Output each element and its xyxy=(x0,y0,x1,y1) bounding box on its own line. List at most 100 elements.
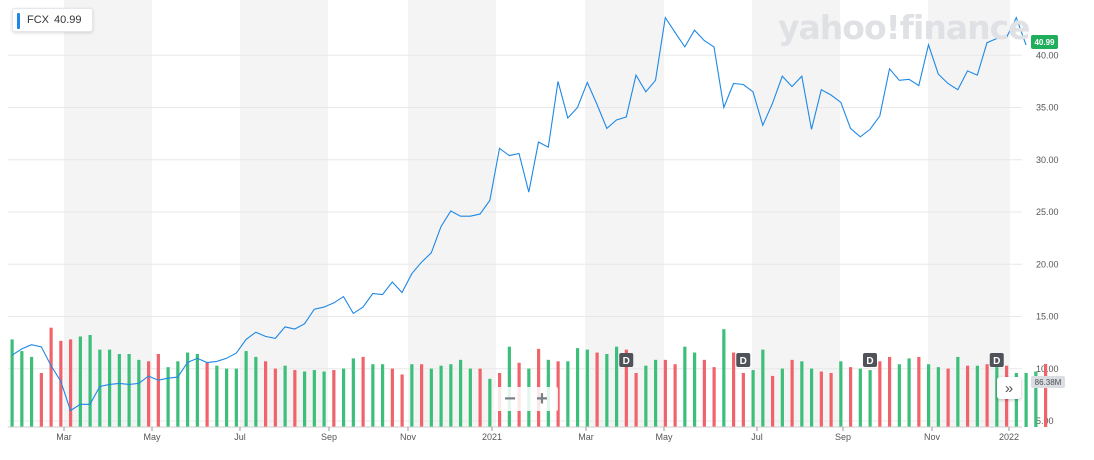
price-point[interactable] xyxy=(702,38,707,43)
price-point[interactable] xyxy=(253,330,258,335)
price-point[interactable] xyxy=(624,114,629,119)
price-point[interactable] xyxy=(302,321,307,326)
price-point[interactable] xyxy=(741,82,746,87)
zoom-in-button[interactable]: + xyxy=(536,388,548,410)
price-point[interactable] xyxy=(731,81,736,86)
price-point[interactable] xyxy=(205,360,210,365)
price-point[interactable] xyxy=(575,105,580,110)
price-point[interactable] xyxy=(39,344,44,349)
price-point[interactable] xyxy=(224,356,229,361)
price-point[interactable] xyxy=(370,291,375,296)
price-point[interactable] xyxy=(351,311,356,316)
price-point[interactable] xyxy=(653,78,658,83)
price-point[interactable] xyxy=(829,93,834,98)
price-point[interactable] xyxy=(19,346,24,351)
price-point[interactable] xyxy=(682,44,687,49)
price-point[interactable] xyxy=(214,359,219,364)
price-point[interactable] xyxy=(536,140,541,145)
price-point[interactable] xyxy=(156,378,161,383)
price-point[interactable] xyxy=(390,280,395,285)
price-point[interactable] xyxy=(322,305,327,310)
price-point[interactable] xyxy=(195,356,200,361)
price-point[interactable] xyxy=(29,342,34,347)
expand-button[interactable]: » xyxy=(997,377,1021,399)
dividend-marker[interactable] xyxy=(736,353,751,367)
price-point[interactable] xyxy=(663,15,668,20)
price-point[interactable] xyxy=(458,214,463,219)
price-point[interactable] xyxy=(604,126,609,131)
price-point[interactable] xyxy=(88,402,93,407)
price-point[interactable] xyxy=(400,290,405,295)
price-point[interactable] xyxy=(721,105,726,110)
legend-badge[interactable]: FCX 40.99 xyxy=(12,8,93,32)
price-point[interactable] xyxy=(790,84,795,89)
price-point[interactable] xyxy=(673,30,678,35)
price-point[interactable] xyxy=(497,146,502,151)
price-point[interactable] xyxy=(185,360,190,365)
price-point[interactable] xyxy=(234,351,239,356)
price-point[interactable] xyxy=(946,81,951,86)
price-point[interactable] xyxy=(146,374,151,379)
price-point[interactable] xyxy=(848,126,853,131)
price-point[interactable] xyxy=(166,376,171,381)
price-point[interactable] xyxy=(936,72,941,77)
price-point[interactable] xyxy=(955,87,960,92)
price-point[interactable] xyxy=(634,73,639,78)
price-point[interactable] xyxy=(97,384,102,389)
price-point[interactable] xyxy=(819,87,824,92)
price-point[interactable] xyxy=(419,260,424,265)
price-point[interactable] xyxy=(595,102,600,107)
zoom-out-button[interactable]: − xyxy=(504,388,516,410)
price-point[interactable] xyxy=(331,300,336,305)
price-point[interactable] xyxy=(907,77,912,82)
price-point[interactable] xyxy=(68,408,73,413)
price-point[interactable] xyxy=(361,305,366,310)
price-point[interactable] xyxy=(751,89,756,94)
price-point[interactable] xyxy=(487,198,492,203)
price-point[interactable] xyxy=(965,68,970,73)
price-point[interactable] xyxy=(136,381,141,386)
price-point[interactable] xyxy=(273,336,278,341)
price-point[interactable] xyxy=(838,100,843,105)
price-point[interactable] xyxy=(78,402,83,407)
price-point[interactable] xyxy=(770,101,775,106)
price-point[interactable] xyxy=(517,151,522,156)
price-point[interactable] xyxy=(10,353,15,358)
price-point[interactable] xyxy=(292,327,297,332)
dividend-marker[interactable] xyxy=(989,353,1004,367)
price-point[interactable] xyxy=(58,379,63,384)
price-point[interactable] xyxy=(468,214,473,219)
price-point[interactable] xyxy=(175,375,180,380)
price-point[interactable] xyxy=(244,337,249,342)
price-point[interactable] xyxy=(712,44,717,49)
price-point[interactable] xyxy=(341,294,346,299)
price-point[interactable] xyxy=(546,145,551,150)
price-point[interactable] xyxy=(897,78,902,83)
price-point[interactable] xyxy=(916,83,921,88)
dividend-marker[interactable] xyxy=(863,353,877,367)
price-point[interactable] xyxy=(526,190,531,195)
price-point[interactable] xyxy=(643,89,648,94)
price-point[interactable] xyxy=(283,324,288,329)
price-point[interactable] xyxy=(692,28,697,33)
price-point[interactable] xyxy=(858,134,863,139)
price-point[interactable] xyxy=(585,80,590,85)
price-point[interactable] xyxy=(507,153,512,158)
price-point[interactable] xyxy=(409,271,414,276)
price-point[interactable] xyxy=(780,74,785,79)
price-point[interactable] xyxy=(877,113,882,118)
price-point[interactable] xyxy=(49,363,54,368)
price-point[interactable] xyxy=(799,74,804,79)
price-point[interactable] xyxy=(556,79,561,84)
price-point[interactable] xyxy=(439,224,444,229)
price-point[interactable] xyxy=(380,292,385,297)
price-point[interactable] xyxy=(478,212,483,217)
price-point[interactable] xyxy=(263,334,268,339)
price-point[interactable] xyxy=(448,209,453,214)
price-point[interactable] xyxy=(312,307,317,312)
price-point[interactable] xyxy=(117,381,122,386)
price-point[interactable] xyxy=(127,382,132,387)
dividend-marker[interactable] xyxy=(619,353,634,367)
